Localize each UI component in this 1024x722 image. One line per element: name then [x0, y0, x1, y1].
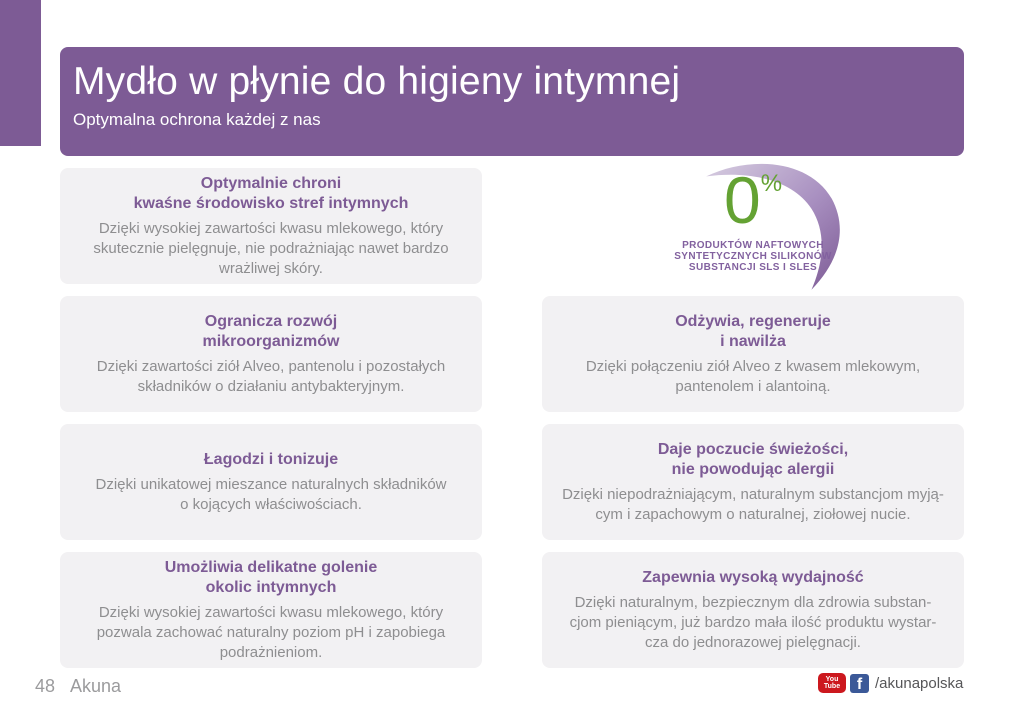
facebook-icon-letter: f — [856, 675, 863, 693]
card-body: Dzięki połączeniu ziół Alveo z kwasem ml… — [585, 357, 921, 395]
card-heading: Umożliwia delikatne golenie okolic intym… — [164, 558, 378, 596]
card-soothes-tones: Łagodzi i tonizuje Dzięki unikatowej mie… — [60, 424, 482, 540]
zero-value: 0 — [723, 163, 761, 237]
percent-sign: % — [760, 170, 783, 197]
social-handle[interactable]: /akunapolska — [875, 674, 964, 692]
card-body: Dzięki wysokiej zawartości kwasu mlekowe… — [93, 219, 449, 277]
zero-percent-graphic: 0% PRODUKTÓW NAFTOWYCH SYNTETYCZNYCH SIL… — [542, 158, 964, 296]
card-heading: Odżywia, regeneruje i nawilża — [675, 312, 831, 350]
card-heading: Ogranicza rozwój mikroorganizmów — [202, 312, 340, 350]
card-body: Dzięki unikatowej mieszance naturalnych … — [95, 475, 447, 513]
card-body: Dzięki niepodrażniającym, naturalnym sub… — [562, 485, 944, 523]
zero-percent-caption: PRODUKTÓW NAFTOWYCH SYNTETYCZNYCH SILIKO… — [542, 240, 964, 273]
youtube-icon-text-bottom: Tube — [823, 683, 841, 690]
facebook-icon[interactable]: f — [850, 673, 869, 693]
caption-line-2: SYNTETYCZNYCH SILIKONÓW — [674, 251, 832, 262]
card-heading: Optymalnie chroni kwaśne środowisko stre… — [133, 174, 409, 212]
youtube-icon-text-top: You — [825, 676, 839, 683]
corner-accent-bar — [0, 0, 41, 146]
card-gentle-shaving: Umożliwia delikatne golenie okolic intym… — [60, 552, 482, 668]
card-heading: Łagodzi i tonizuje — [203, 450, 339, 468]
card-high-efficiency: Zapewnia wysoką wydajność Dzięki natural… — [542, 552, 964, 668]
header-banner: Mydło w płynie do higieny intymnej Optym… — [60, 47, 964, 156]
card-body: Dzięki naturalnym, bezpiecznym dla zdrow… — [569, 593, 937, 651]
card-body: Dzięki zawartości ziół Alveo, pantenolu … — [96, 357, 446, 395]
card-limits-microorganisms: Ogranicza rozwój mikroorganizmów Dzięki … — [60, 296, 482, 412]
social-links: You Tube f /akunapolska — [818, 673, 963, 693]
card-body: Dzięki wysokiej zawartości kwasu mlekowe… — [96, 603, 446, 661]
caption-line-1: PRODUKTÓW NAFTOWYCH — [682, 240, 824, 251]
card-freshness-no-allergy: Daje poczucie świeżości, nie powodując a… — [542, 424, 964, 540]
swoosh-ribbon-icon — [706, 163, 840, 290]
brand-name: Akuna — [70, 676, 122, 696]
card-heading: Daje poczucie świeżości, nie powodując a… — [657, 440, 849, 478]
youtube-icon[interactable]: You Tube — [818, 673, 846, 693]
card-nourishes-moisturizes: Odżywia, regeneruje i nawilża Dzięki poł… — [542, 296, 964, 412]
page-number: 48 — [35, 676, 56, 696]
caption-line-3: SUBSTANCJI SLS I SLES — [688, 262, 818, 273]
card-optimal-protection: Optymalnie chroni kwaśne środowisko stre… — [60, 168, 482, 284]
footer: 48 Akuna — [35, 676, 121, 697]
page-title: Mydło w płynie do higieny intymnej — [73, 60, 681, 103]
page-subtitle: Optymalna ochrona każdej z nas — [73, 110, 321, 129]
zero-percent-value: 0% — [542, 167, 964, 233]
card-heading: Zapewnia wysoką wydajność — [642, 568, 864, 586]
